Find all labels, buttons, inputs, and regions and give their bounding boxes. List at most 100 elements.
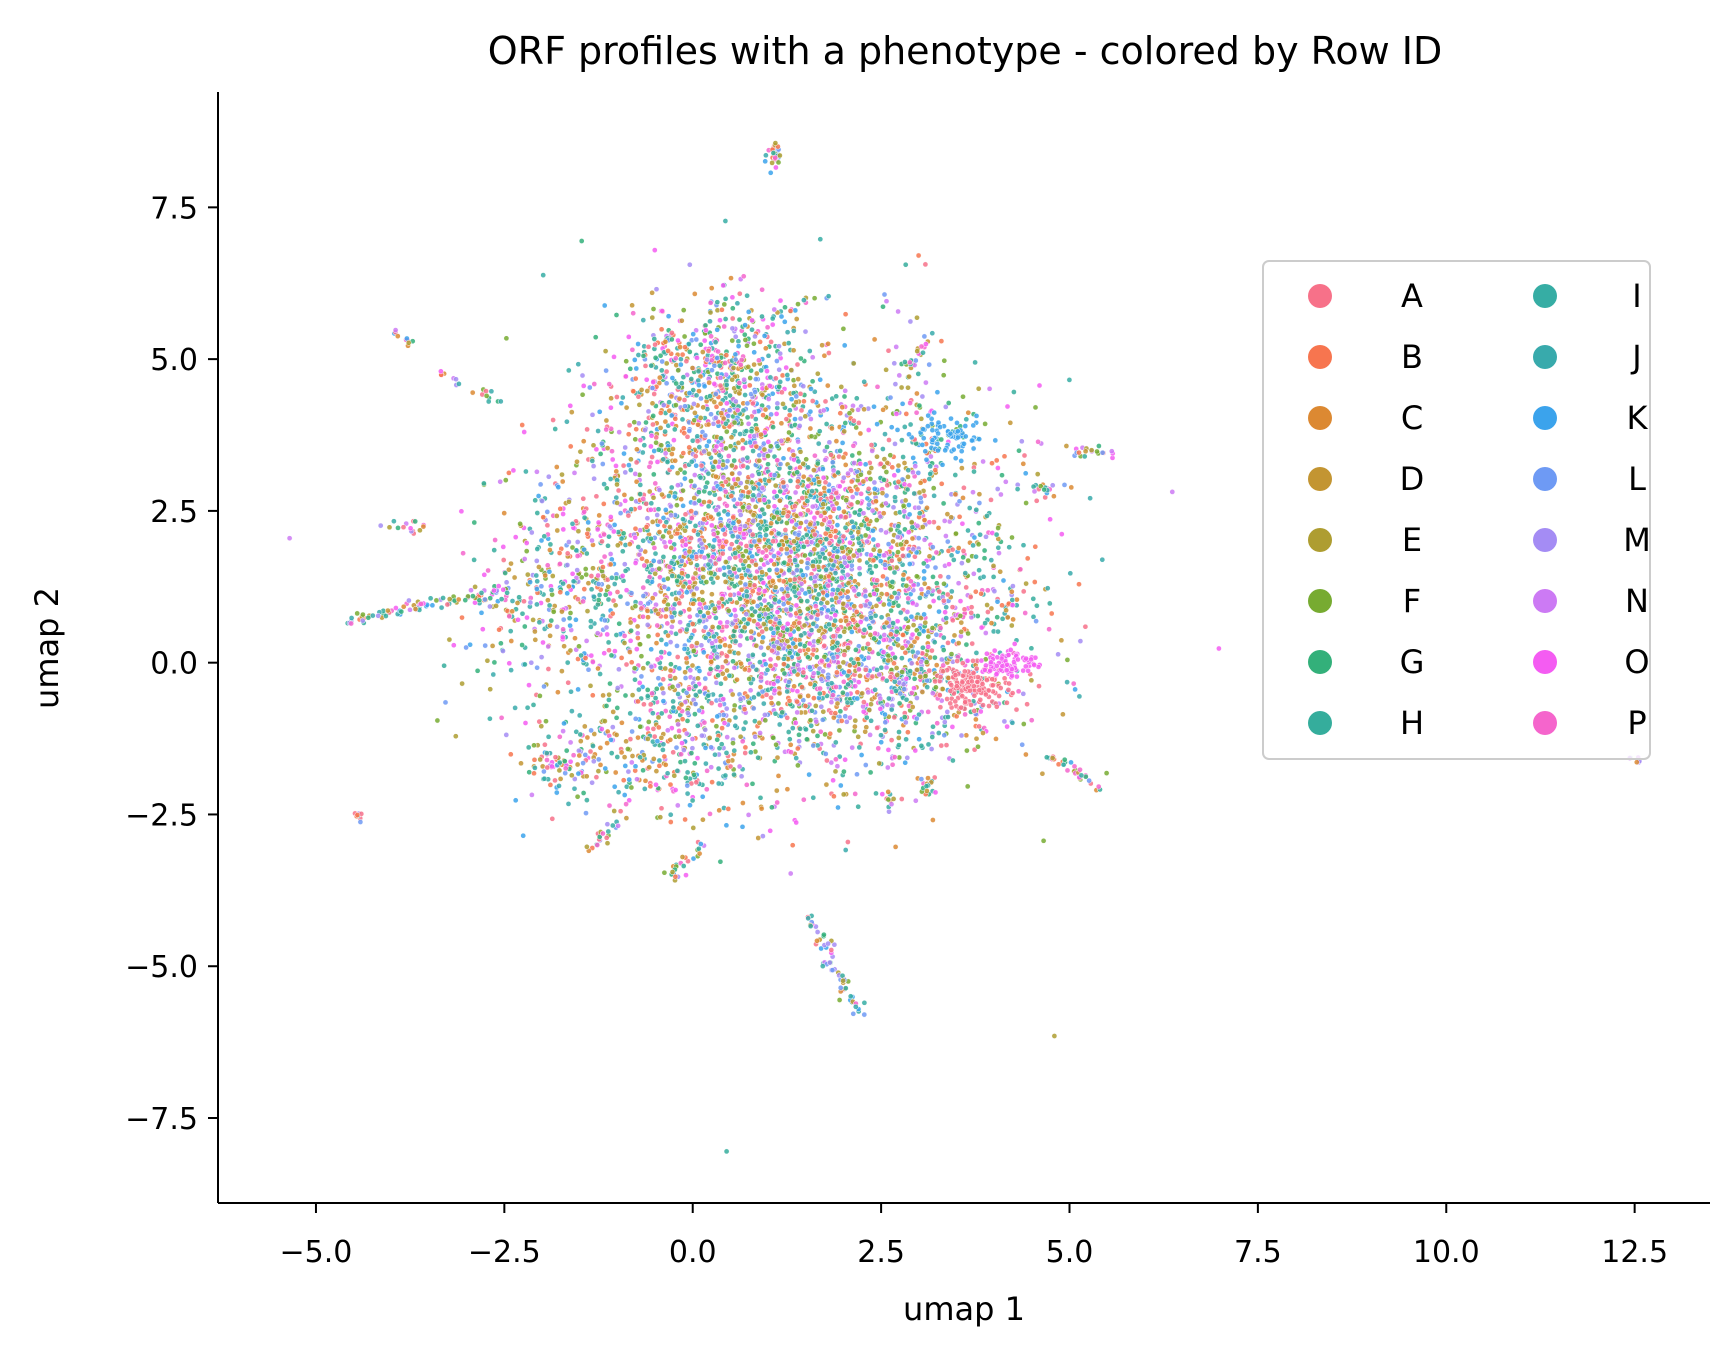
point-C — [656, 374, 663, 381]
point-J — [763, 532, 769, 539]
point-C — [892, 844, 899, 850]
point-E — [905, 474, 911, 480]
point-F — [1020, 721, 1027, 727]
point-F — [582, 566, 589, 572]
point-N — [677, 619, 683, 626]
point-O — [793, 602, 800, 609]
point-D — [689, 365, 696, 371]
point-I — [722, 218, 729, 224]
point-L — [929, 544, 936, 550]
point-F — [853, 424, 860, 431]
point-K — [633, 365, 640, 372]
point-G — [737, 595, 743, 602]
point-G — [871, 635, 877, 642]
point-G — [686, 349, 693, 355]
point-N — [741, 376, 747, 383]
point-F — [699, 597, 706, 603]
point-K — [742, 322, 748, 328]
point-N — [1169, 489, 1176, 495]
point-L — [1019, 741, 1026, 748]
point-M — [622, 469, 629, 476]
point-B — [993, 457, 1000, 464]
point-F — [897, 541, 904, 548]
point-J — [756, 471, 762, 477]
point-K — [835, 804, 841, 811]
point-N — [778, 437, 785, 444]
point-P — [984, 587, 991, 594]
point-I — [777, 379, 784, 385]
point-D — [863, 724, 870, 731]
point-N — [662, 450, 669, 457]
point-B — [902, 649, 909, 656]
point-M — [776, 343, 782, 350]
point-I — [781, 655, 787, 662]
point-B — [1031, 579, 1038, 585]
point-L — [887, 394, 894, 401]
point-E — [876, 548, 883, 554]
point-H — [1030, 483, 1037, 490]
point-H — [722, 295, 729, 302]
point-E — [850, 360, 857, 367]
point-C — [787, 577, 793, 583]
point-J — [917, 595, 923, 601]
point-N — [1002, 478, 1009, 485]
point-J — [806, 348, 813, 354]
point-B — [658, 326, 665, 333]
point-H — [930, 723, 936, 730]
point-P — [640, 584, 647, 591]
point-E — [868, 465, 875, 471]
point-C — [662, 338, 669, 345]
point-E — [919, 524, 926, 530]
point-A — [740, 463, 747, 469]
point-F — [576, 643, 582, 650]
point-D — [700, 566, 706, 572]
point-N — [881, 552, 887, 559]
point-G — [776, 383, 783, 390]
point-N — [918, 586, 925, 593]
point-O — [723, 400, 730, 407]
point-C — [965, 409, 972, 416]
point-G — [867, 769, 874, 776]
point-M — [751, 433, 758, 439]
point-E — [756, 457, 763, 464]
point-A — [691, 627, 698, 634]
point-O — [567, 402, 574, 409]
point-D — [718, 522, 724, 529]
point-G — [916, 402, 923, 409]
point-D — [976, 491, 983, 498]
point-G — [770, 424, 776, 430]
point-F — [631, 419, 638, 426]
point-A — [645, 343, 652, 350]
point-L — [735, 533, 741, 540]
point-C — [844, 588, 851, 595]
point-L — [724, 458, 731, 464]
point-A — [688, 643, 695, 649]
point-B — [632, 525, 639, 532]
point-H — [606, 533, 612, 540]
point-G — [715, 672, 721, 679]
point-H — [491, 547, 498, 553]
point-D — [798, 520, 804, 527]
point-J — [656, 757, 663, 764]
point-A — [1033, 497, 1040, 504]
point-P — [825, 582, 832, 589]
point-N — [737, 633, 744, 640]
point-I — [773, 493, 780, 500]
point-K — [676, 665, 683, 672]
point-H — [655, 506, 662, 513]
point-C — [829, 425, 835, 432]
point-M — [686, 261, 693, 268]
point-C — [676, 395, 683, 402]
point-C — [914, 390, 920, 397]
point-N — [809, 354, 816, 361]
point-I — [565, 367, 572, 374]
point-I — [950, 557, 957, 563]
point-L — [663, 380, 670, 387]
point-L — [795, 531, 802, 538]
point-F — [1032, 404, 1039, 411]
point-B — [794, 698, 800, 705]
point-A — [1082, 623, 1089, 630]
point-D — [489, 643, 496, 649]
point-F — [579, 391, 586, 398]
point-P — [737, 361, 744, 368]
